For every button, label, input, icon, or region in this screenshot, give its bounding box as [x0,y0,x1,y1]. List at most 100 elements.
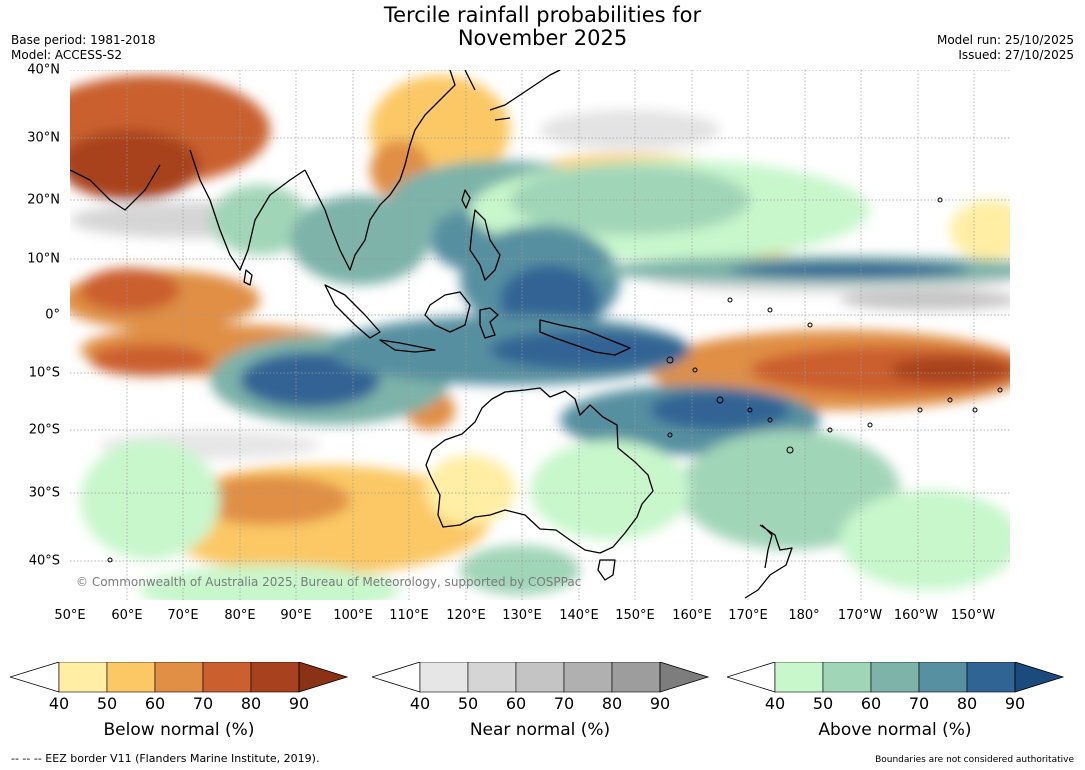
coastlines [70,70,793,599]
colorbar-below-tick: 70 [192,694,214,713]
colorbar-near-tick: 80 [601,694,623,713]
colorbar-above-swatch [822,662,872,693]
field-below-arabia [70,130,200,200]
lon-label: 70°E [167,608,199,623]
probability-map: © Commonwealth of Australia 2025, Bureau… [70,70,1010,600]
lon-label: 60°E [111,608,143,623]
lon-label: 160°E [672,608,712,623]
colorbar-above-tick: 80 [956,694,978,713]
lon-label: 170°W [837,608,883,623]
field-below-eq-io-core [90,344,210,376]
coast-japan [489,70,561,121]
colorbar-near-tick: 70 [553,694,575,713]
lon-label: 170°E [728,608,768,623]
lat-label: 30°N [27,130,60,146]
lon-label: 140°E [559,608,599,623]
field-above-bay-of-bengal [290,195,430,285]
coast-tasmania [597,559,616,581]
colorbar-below-swatch [202,662,252,693]
coast-new-guinea [539,319,631,356]
lat-label: 10°S [28,365,60,381]
colorbar-above-high-arrow [1014,662,1065,693]
coast-china-korea [434,70,476,106]
map-canvas: © Commonwealth of Australia 2025, Bureau… [70,70,1010,600]
model-info: Base period: 1981-2018 Model: ACCESS-S2 [11,33,156,63]
colorbar-below-tick: 40 [48,694,70,713]
lat-label: 0° [45,307,60,323]
lon-label: 150°E [615,608,655,623]
colorbar-near-high-arrow [659,662,710,693]
base-period: Base period: 1981-2018 [11,33,156,47]
field-above-sw-io [80,440,220,560]
title-line-1: Tercile rainfall probabilities for [383,3,702,27]
colorbar-below [10,662,349,693]
field-above-india [210,185,310,255]
graticule [70,70,1010,600]
lon-label: 160°W [893,608,939,623]
coast-arabia [70,164,161,211]
lat-label: 30°S [28,485,60,501]
lat-label: 20°N [27,192,60,208]
field-below-cpac-strong [890,356,1010,384]
lat-label: 40°S [28,553,60,569]
lon-label: 150°W [950,608,996,623]
coast-taiwan [461,189,471,209]
colorbar-above-tick: 90 [1004,694,1026,713]
field-below-sio-core [190,475,350,525]
colorbar-near-swatch [515,662,565,693]
colorbar-below-swatch [250,662,300,693]
colorbar-below-tick: 80 [240,694,262,713]
lon-label: 180° [788,608,820,623]
eez-border-note: -- -- -- EEZ border V11 (Flanders Marine… [11,752,320,765]
field-above-coral-core [650,390,790,430]
boundaries-disclaimer: Boundaries are not considered authoritat… [875,755,1074,765]
colorbar-above-title: Above normal (%) [818,720,972,740]
model-name: Model: ACCESS-S2 [11,48,123,62]
probability-fields [70,75,1010,600]
pacific-islands [107,197,1003,563]
field-above-tasman [680,430,900,550]
colorbar-near-tick: 50 [457,694,479,713]
colorbar-above-tick: 50 [812,694,834,713]
colorbar-below-swatch [106,662,156,693]
field-above-east-aus [530,440,690,540]
coast-india [189,149,306,271]
field-below-ne-pac [950,200,1010,260]
field-below-somali [80,268,180,312]
colorbar-near-title: Near normal (%) [469,720,611,740]
lon-label: 80°E [224,608,256,623]
lon-label: 130°E [502,608,542,623]
colorbar-below-tick: 50 [96,694,118,713]
field-above-s-aus [460,545,580,595]
field-below-wa [425,455,515,525]
colorbar-near-swatch [563,662,613,693]
lon-label: 90°E [280,608,312,623]
colorbar-above-swatch [966,662,1016,693]
field-above-eio-core [240,352,380,408]
colorbar-near [372,662,710,693]
colorbar-below-title: Below normal (%) [103,720,255,740]
colorbar-near-swatch [419,662,469,693]
coast-java [379,339,436,353]
colorbar-above-low-arrow [727,662,776,693]
run-info: Model run: 25/10/2025 Issued: 27/10/2025 [937,33,1074,63]
colorbar-near-swatch [611,662,661,693]
colorbar-near-tick: 60 [505,694,527,713]
field-above-s-pac [840,490,1010,590]
coast-sulawesi [479,307,499,339]
map-title: Tercile rainfall probabilities for Novem… [0,4,1085,50]
colorbar-near-tick: 90 [649,694,671,713]
field-near-nwpac [540,110,720,150]
colorbar-above-swatch [918,662,968,693]
colorbar-near-low-arrow [372,662,421,693]
lat-label: 20°S [28,422,60,438]
colorbar-below-tick: 60 [144,694,166,713]
field-above-itcz-core [730,262,970,278]
coast-sri-lanka [243,269,253,286]
colorbar-below-tick: 90 [288,694,310,713]
model-run: Model run: 25/10/2025 [936,33,1074,47]
lon-label: 100°E [333,608,373,623]
colorbar-below-swatch [154,662,204,693]
copyright-notice: © Commonwealth of Australia 2025, Bureau… [76,575,581,589]
colorbar-below-high-arrow [298,662,349,693]
